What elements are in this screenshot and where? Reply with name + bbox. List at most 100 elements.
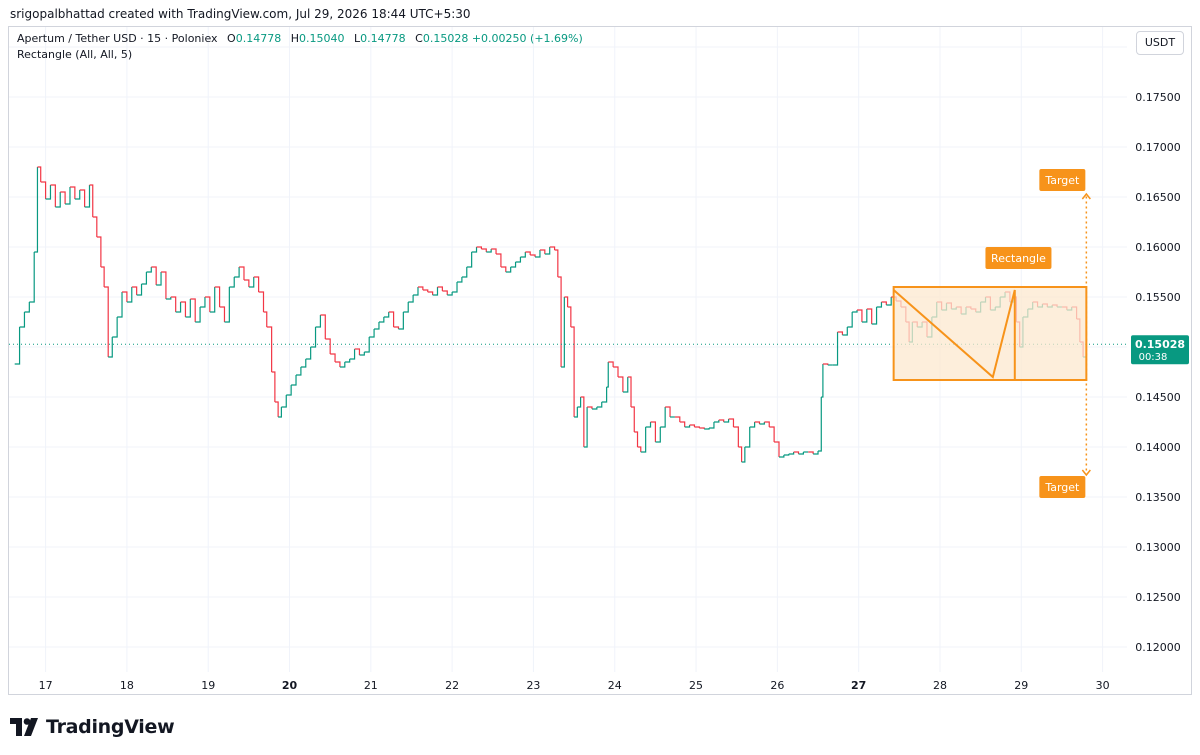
price-segment <box>749 422 756 428</box>
price-segment <box>344 359 351 363</box>
price-segment <box>660 407 666 428</box>
price-segment <box>738 446 743 462</box>
price-segment <box>674 416 681 422</box>
price-segment <box>713 420 720 423</box>
y-tick-label: 0.16000 <box>1135 241 1181 254</box>
chart-frame <box>8 26 1192 695</box>
x-tick-label: 19 <box>201 679 215 692</box>
price-segment <box>204 296 211 312</box>
price-segment <box>631 406 635 432</box>
price-segment <box>557 276 562 367</box>
price-segment <box>388 311 395 327</box>
price-segment <box>837 331 844 335</box>
symbol-title[interactable]: Apertum / Tether USD · 15 · Poloniex <box>17 32 218 45</box>
price-segment <box>248 277 255 288</box>
price-segment <box>852 310 858 313</box>
price-segment <box>413 287 419 296</box>
price-segment <box>871 307 878 325</box>
price-segment <box>461 267 468 278</box>
price-segment <box>271 371 276 402</box>
brand-name: TradingView <box>46 716 175 738</box>
price-segment <box>778 455 785 458</box>
price-segment <box>354 348 361 355</box>
pattern-label: Rectangle <box>991 252 1046 265</box>
price-segment <box>471 247 478 253</box>
price-segment <box>861 309 868 323</box>
x-tick-label: 24 <box>608 679 622 692</box>
price-segment <box>266 326 273 372</box>
price-segment <box>709 422 715 429</box>
price-segment <box>577 397 582 408</box>
price-segment <box>104 286 109 357</box>
price-segment <box>561 297 565 368</box>
price-segment <box>535 250 541 258</box>
price-segment <box>699 427 705 429</box>
price-segment <box>253 276 260 292</box>
y-tick-label: 0.17000 <box>1135 141 1181 154</box>
price-segment <box>601 387 608 403</box>
price-segment <box>510 262 517 268</box>
change-value: +0.00250 (+1.69%) <box>471 32 583 45</box>
currency-button[interactable]: USDT <box>1136 31 1184 55</box>
price-segment <box>339 362 346 368</box>
price-segment <box>74 190 81 200</box>
price-segment <box>723 419 730 423</box>
price-segment <box>369 329 375 338</box>
x-tick-label: 30 <box>1096 679 1110 692</box>
price-segment <box>634 431 639 447</box>
price-segment <box>466 252 473 268</box>
price-segment <box>564 296 569 307</box>
price-segment <box>136 284 143 296</box>
price-segment <box>832 332 839 366</box>
target-label: Target <box>1044 174 1080 187</box>
price-segment <box>126 287 133 303</box>
x-tick-label: 27 <box>851 679 866 692</box>
price-segment <box>37 166 42 182</box>
price-segment <box>156 272 162 286</box>
price-segment <box>403 302 409 313</box>
price-segment <box>808 451 814 454</box>
top-bar: srigopalbhattad created with TradingView… <box>0 0 1200 26</box>
price-segment <box>665 406 671 417</box>
price-segment <box>165 297 172 300</box>
price-segment <box>89 184 94 217</box>
price-segment <box>359 352 365 356</box>
price-segment <box>219 306 226 322</box>
price-segment <box>798 452 804 455</box>
price-segment <box>857 309 863 322</box>
price-segment <box>141 272 148 285</box>
price-segment <box>84 185 91 208</box>
price-segment <box>92 216 98 237</box>
price-segment <box>679 421 686 427</box>
study-label[interactable]: Rectangle (All, All, 5) <box>17 48 133 61</box>
price-segment <box>627 376 632 407</box>
chart-legend: Apertum / Tether USD · 15 · Poloniex O0.… <box>17 32 583 64</box>
price-segment <box>718 419 725 422</box>
price-segment <box>500 266 507 272</box>
price-segment <box>224 287 230 323</box>
price-segment <box>45 185 52 200</box>
price-segment <box>570 326 575 417</box>
price-segment <box>278 407 282 418</box>
price-segment <box>117 292 123 318</box>
pattern-box <box>892 286 1088 381</box>
pattern-label-badge <box>985 247 1052 269</box>
price-segment <box>383 312 390 318</box>
tradingview-logo[interactable]: TradingView <box>10 714 175 740</box>
price-segment <box>822 363 829 365</box>
price-segment <box>505 267 512 273</box>
price-segment <box>151 266 157 285</box>
price-segment <box>60 191 66 204</box>
price-segment <box>296 367 302 376</box>
price-segment <box>525 251 531 255</box>
x-tick-label: 26 <box>770 679 784 692</box>
price-segment <box>591 407 598 410</box>
price-segment <box>335 361 341 367</box>
price-segment <box>398 312 404 330</box>
price-segment <box>325 338 331 354</box>
target-badge <box>1039 476 1086 498</box>
low-label: L <box>354 32 361 45</box>
close-value: 0.15028 <box>422 32 469 45</box>
price-segment <box>374 322 380 330</box>
